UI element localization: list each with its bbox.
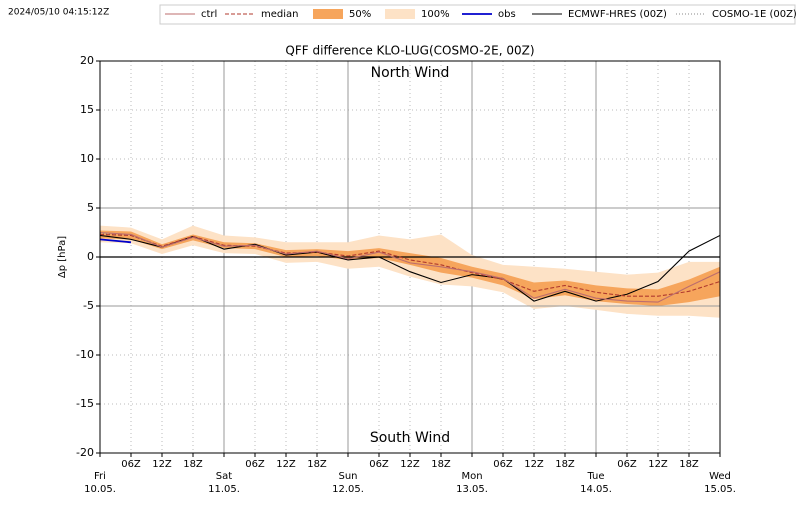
legend-label: 50% bbox=[349, 9, 371, 20]
x-tick-label: 12Z bbox=[648, 459, 668, 470]
x-tick-label: 12Z bbox=[152, 459, 172, 470]
y-tick-label: 15 bbox=[80, 103, 94, 116]
x-tick-label: 12Z bbox=[524, 459, 544, 470]
x-tick-label: 15.05. bbox=[704, 484, 736, 495]
x-tick-label: 12Z bbox=[400, 459, 420, 470]
y-tick-label: 5 bbox=[87, 201, 94, 214]
x-tick-label: Fri bbox=[94, 471, 106, 482]
x-tick-label: 18Z bbox=[431, 459, 451, 470]
legend-swatch bbox=[313, 9, 343, 19]
x-tick-label: 12Z bbox=[276, 459, 296, 470]
legend-label: ctrl bbox=[201, 9, 217, 20]
plot-frame bbox=[99, 60, 721, 454]
y-tick-label: -5 bbox=[83, 299, 94, 312]
annotation: North Wind bbox=[371, 65, 450, 81]
x-tick-label: 06Z bbox=[493, 459, 513, 470]
chart-title: QFF difference KLO-LUG(COSMO-2E, 00Z) bbox=[285, 44, 534, 58]
y-axis-label: Δp [hPa] bbox=[57, 236, 68, 278]
legend-label: 100% bbox=[421, 9, 450, 20]
line bbox=[99, 233, 721, 297]
x-tick-label: 06Z bbox=[121, 459, 141, 470]
y-tick-label: -15 bbox=[76, 397, 94, 410]
x-tick-label: 06Z bbox=[617, 459, 637, 470]
x-tick-label: 18Z bbox=[555, 459, 575, 470]
x-tick-label: 06Z bbox=[245, 459, 265, 470]
x-tick-label: 18Z bbox=[307, 459, 327, 470]
line bbox=[99, 231, 721, 303]
y-tick-label: 0 bbox=[87, 250, 94, 263]
line bbox=[99, 238, 132, 244]
x-tick-label: Tue bbox=[586, 471, 604, 482]
legend-label: obs bbox=[498, 9, 516, 20]
x-tick-label: Sun bbox=[338, 471, 357, 482]
x-tick-label: Wed bbox=[709, 471, 731, 482]
x-tick-label: 18Z bbox=[183, 459, 203, 470]
annotation: South Wind bbox=[370, 430, 450, 446]
y-tick-label: -10 bbox=[76, 348, 94, 361]
x-tick-label: 13.05. bbox=[456, 484, 488, 495]
x-tick-label: 18Z bbox=[679, 459, 699, 470]
legend-swatch bbox=[385, 9, 415, 19]
y-tick-label: 10 bbox=[80, 152, 94, 165]
x-tick-label: Mon bbox=[461, 471, 482, 482]
x-tick-label: 11.05. bbox=[208, 484, 240, 495]
legend-label: median bbox=[261, 9, 299, 20]
legend-label: COSMO-1E (00Z) bbox=[712, 9, 797, 20]
timestamp: 2024/05/10 04:15:12Z bbox=[8, 8, 109, 18]
x-tick-label: 06Z bbox=[369, 459, 389, 470]
x-tick-label: 14.05. bbox=[580, 484, 612, 495]
x-tick-label: 12.05. bbox=[332, 484, 364, 495]
y-tick-label: -20 bbox=[76, 446, 94, 459]
y-tick-label: 20 bbox=[80, 54, 94, 67]
legend-label: ECMWF-HRES (00Z) bbox=[568, 9, 667, 20]
x-tick-label: Sat bbox=[216, 471, 232, 482]
band bbox=[100, 230, 720, 306]
x-tick-label: 10.05. bbox=[84, 484, 116, 495]
